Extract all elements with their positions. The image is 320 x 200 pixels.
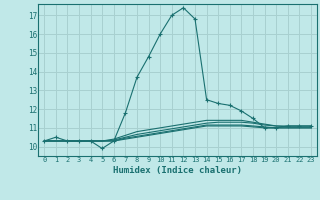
X-axis label: Humidex (Indice chaleur): Humidex (Indice chaleur) xyxy=(113,166,242,175)
